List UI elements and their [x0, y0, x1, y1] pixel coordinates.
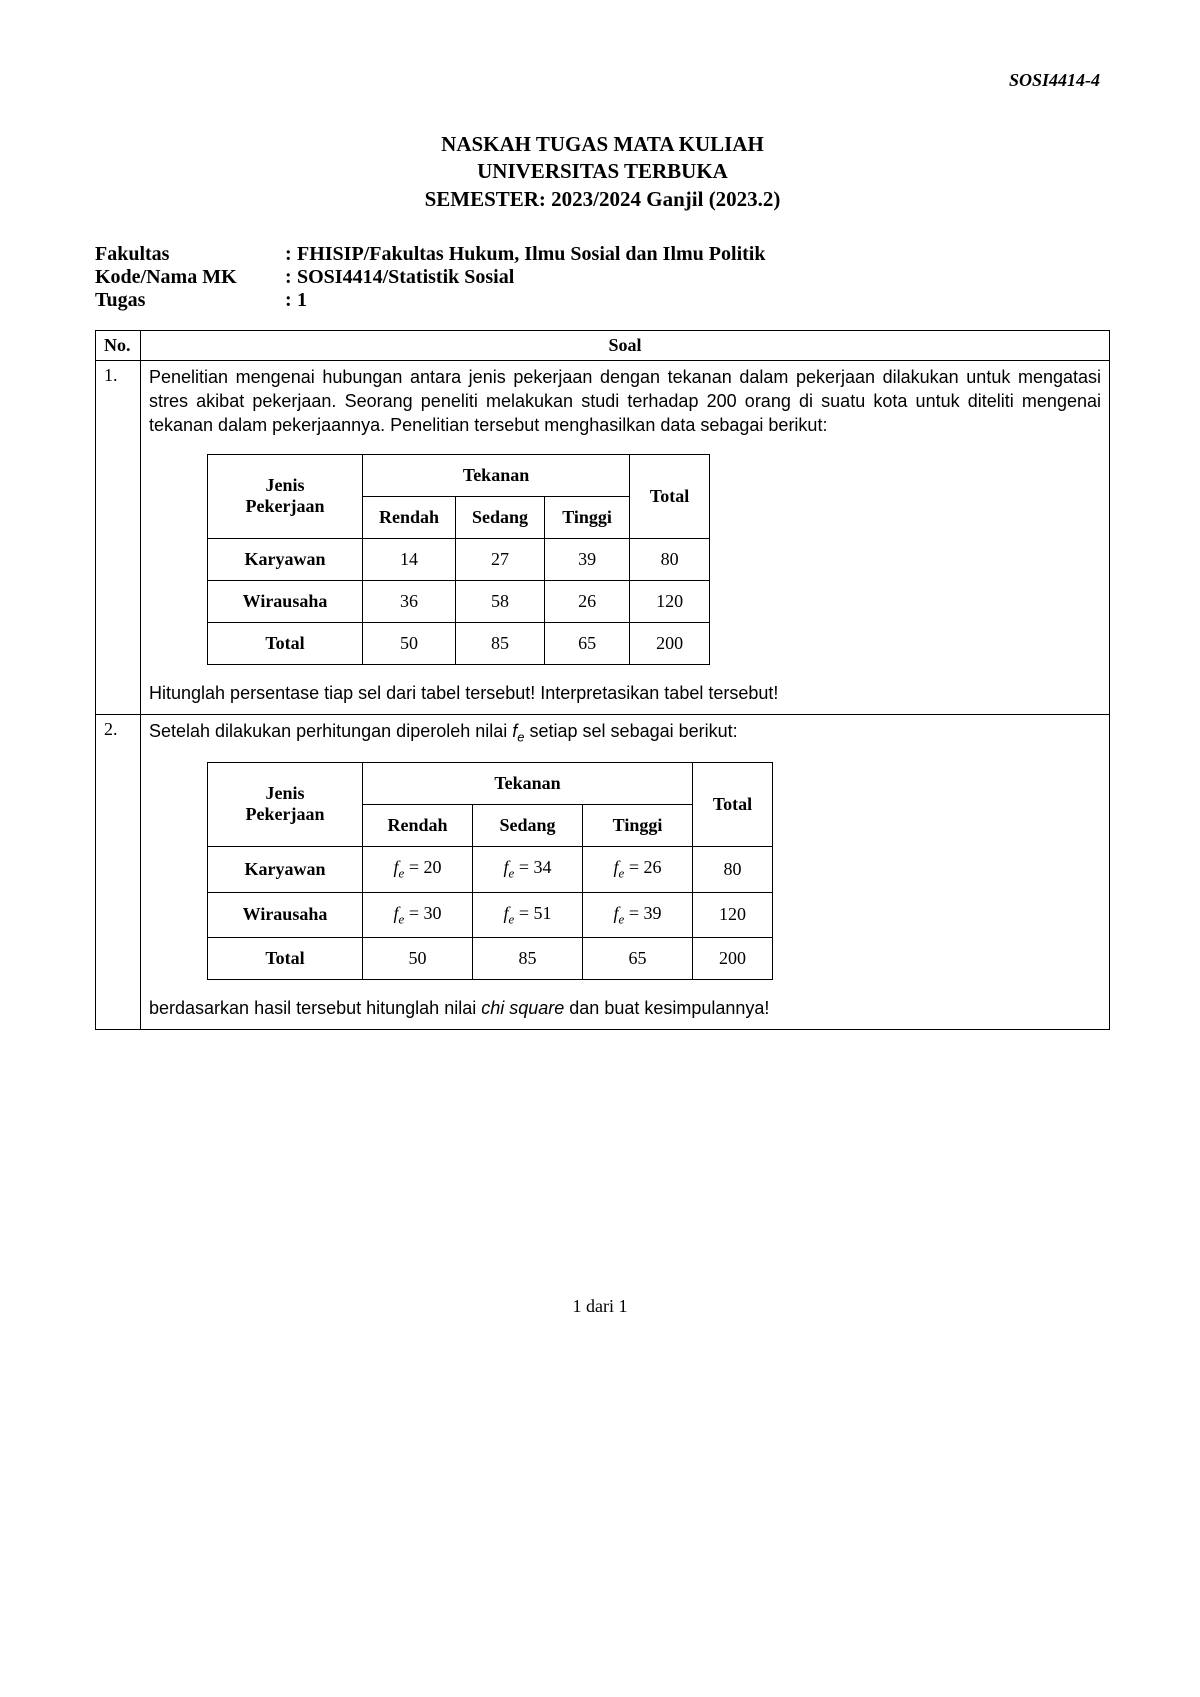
question-row-1: 1. Penelitian mengenai hubungan antara j…: [96, 360, 1110, 714]
q2-jenis-header: Jenis Pekerjaan: [208, 762, 363, 846]
q1-data-table: Jenis Pekerjaan Tekanan Total Rendah Sed…: [207, 454, 710, 665]
q1-total-rendah: 50: [363, 622, 456, 664]
q1-intro: Penelitian mengenai hubungan antara jeni…: [149, 365, 1101, 438]
info-block: Fakultas : FHISIP/Fakultas Hukum, Ilmu S…: [95, 243, 1110, 312]
q1-row-karyawan-label: Karyawan: [208, 538, 363, 580]
q1-karyawan-rendah: 14: [363, 538, 456, 580]
q1-jenis-header: Jenis Pekerjaan: [208, 454, 363, 538]
q1-wirausaha-tinggi: 26: [545, 580, 630, 622]
q1-row-wirausaha-label: Wirausaha: [208, 580, 363, 622]
q2-wirausaha-total: 120: [693, 892, 773, 938]
q1-row-total-label: Total: [208, 622, 363, 664]
q1-total-tinggi: 65: [545, 622, 630, 664]
q2-karyawan-tinggi: fe = 26: [583, 846, 693, 892]
title-block: NASKAH TUGAS MATA KULIAH UNIVERSITAS TER…: [95, 131, 1110, 213]
q1-total-header: Total: [630, 454, 710, 538]
question-row-2: 2. Setelah dilakukan perhitungan diperol…: [96, 714, 1110, 1029]
q1-total-sedang: 85: [456, 622, 545, 664]
page-footer: 1 dari 1: [0, 1296, 1200, 1317]
title-line-3: SEMESTER: 2023/2024 Ganjil (2023.2): [95, 186, 1110, 213]
q1-col-sedang: Sedang: [456, 496, 545, 538]
kode-label: Kode/Nama MK: [95, 266, 285, 289]
q1-col-tinggi: Tinggi: [545, 496, 630, 538]
colon: :: [285, 243, 297, 266]
tugas-value: 1: [297, 289, 1110, 312]
q2-row-total-label: Total: [208, 938, 363, 980]
q1-karyawan-total: 80: [630, 538, 710, 580]
q2-total-tinggi: 65: [583, 938, 693, 980]
q2-wirausaha-sedang: fe = 51: [473, 892, 583, 938]
q2-fe-e: e: [517, 729, 524, 744]
q2-total-rendah: 50: [363, 938, 473, 980]
q2-total-header: Total: [693, 762, 773, 846]
tugas-label: Tugas: [95, 289, 285, 312]
q2-karyawan-sedang: fe = 34: [473, 846, 583, 892]
question-number-1: 1.: [96, 360, 141, 714]
q2-instruction-suffix: dan buat kesimpulannya!: [564, 998, 769, 1018]
q2-row-karyawan-label: Karyawan: [208, 846, 363, 892]
q2-wirausaha-tinggi: fe = 39: [583, 892, 693, 938]
col-no-header: No.: [96, 330, 141, 360]
q2-tekanan-header: Tekanan: [363, 762, 693, 804]
q2-data-table: Jenis Pekerjaan Tekanan Total Rendah Sed…: [207, 762, 773, 980]
q2-instruction-ital: chi square: [481, 998, 564, 1018]
q2-wirausaha-rendah: fe = 30: [363, 892, 473, 938]
q1-wirausaha-sedang: 58: [456, 580, 545, 622]
q2-col-tinggi: Tinggi: [583, 804, 693, 846]
q2-intro-suffix: setiap sel sebagai berikut:: [525, 721, 738, 741]
q2-instruction: berdasarkan hasil tersebut hitunglah nil…: [149, 998, 1101, 1019]
q1-karyawan-sedang: 27: [456, 538, 545, 580]
q1-karyawan-tinggi: 39: [545, 538, 630, 580]
kode-value: SOSI4414/Statistik Sosial: [297, 266, 1110, 289]
col-soal-header: Soal: [141, 330, 1110, 360]
title-line-1: NASKAH TUGAS MATA KULIAH: [95, 131, 1110, 158]
q1-col-rendah: Rendah: [363, 496, 456, 538]
colon: :: [285, 266, 297, 289]
colon: :: [285, 289, 297, 312]
fakultas-value: FHISIP/Fakultas Hukum, Ilmu Sosial dan I…: [297, 243, 1110, 266]
questions-table: No. Soal 1. Penelitian mengenai hubungan…: [95, 330, 1110, 1030]
q2-karyawan-rendah: fe = 20: [363, 846, 473, 892]
q2-total-sedang: 85: [473, 938, 583, 980]
q1-wirausaha-total: 120: [630, 580, 710, 622]
q1-wirausaha-rendah: 36: [363, 580, 456, 622]
title-line-2: UNIVERSITAS TERBUKA: [95, 158, 1110, 185]
q2-intro-prefix: Setelah dilakukan perhitungan diperoleh …: [149, 721, 512, 741]
q2-row-wirausaha-label: Wirausaha: [208, 892, 363, 938]
q1-tekanan-header: Tekanan: [363, 454, 630, 496]
course-code-header: SOSI4414-4: [95, 70, 1110, 91]
q1-total-total: 200: [630, 622, 710, 664]
q2-col-rendah: Rendah: [363, 804, 473, 846]
q2-karyawan-total: 80: [693, 846, 773, 892]
fakultas-label: Fakultas: [95, 243, 285, 266]
q1-instruction: Hitunglah persentase tiap sel dari tabel…: [149, 683, 1101, 704]
q2-col-sedang: Sedang: [473, 804, 583, 846]
q2-intro: Setelah dilakukan perhitungan diperoleh …: [149, 719, 1101, 746]
q2-total-total: 200: [693, 938, 773, 980]
question-number-2: 2.: [96, 714, 141, 1029]
q2-instruction-prefix: berdasarkan hasil tersebut hitunglah nil…: [149, 998, 481, 1018]
